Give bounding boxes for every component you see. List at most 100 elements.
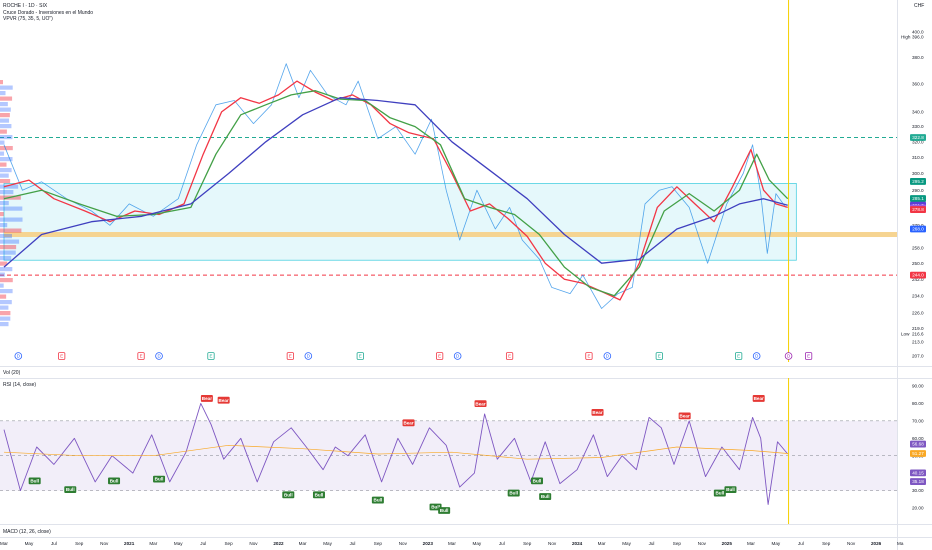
bear-signal [200,395,213,402]
vpvr-bar [0,256,12,261]
bull-signal [724,486,737,493]
rsi-tag [910,478,926,485]
rsi-tick-label: 20.00 [912,506,924,511]
bear-signal-label: Bear [680,413,690,418]
bear-signal [217,396,230,404]
time-tick-label: May [622,541,631,546]
time-tick-label: Sep [374,541,383,546]
vpvr-bar [0,179,11,184]
time-tick-label: Sep [523,541,532,546]
bear-signal [402,419,415,427]
symbol-title[interactable]: ROCHE I · 1D · SIX [3,3,48,9]
bull-signal-label: Bull [30,478,39,483]
vpvr-bar [0,201,9,206]
rsi-tick-label: 90.00 [912,384,924,389]
rsi-tag-label: 56.68 [912,442,924,447]
rsi-tick-label: 80.00 [912,401,924,406]
time-tick-label: Mar [0,541,8,546]
vpvr-bar [0,102,8,107]
event-marker-label: E [508,354,511,359]
bear-signal [678,412,691,420]
earnings-marker [655,352,663,360]
bull-signal [438,507,451,514]
high-value: 396.0 [912,35,924,40]
macd-legend[interactable]: MACD (12, 26, close) [3,529,51,535]
support-band [4,232,897,238]
earnings-marker [58,352,66,360]
volume-legend[interactable]: Vol (20) [3,370,21,376]
price-tick-label: 310.0 [912,155,924,160]
time-tick-label: Ma [897,541,904,546]
time-tick-label: Mar [149,541,157,546]
vpvr-bar [0,151,5,156]
chart-legend: ROCHE I · 1D · SIX Cruce Dorado - Invers… [3,3,93,23]
time-tick-label: Sep [673,541,682,546]
dividend-marker [304,352,313,360]
dividend-marker [453,352,462,360]
earnings-marker [137,352,145,360]
time-tick-label: Nov [100,541,109,546]
time-tick-label: May [772,541,781,546]
study-label-golden-cross[interactable]: Cruce Dorado - Inversiones en el Mundo [3,9,94,16]
bull-signal [530,477,543,485]
dividend-marker [752,352,761,360]
event-marker-label: E [140,354,143,359]
time-tick-label: May [25,541,34,546]
bull-signal-label: Bull [284,492,293,497]
bull-signal [64,486,77,493]
price-tag-label: 322.8 [912,135,924,140]
earnings-marker [286,352,294,360]
price-tick-label: 290.0 [912,188,924,193]
vpvr-bar [0,85,13,90]
earnings-marker [805,352,813,360]
vpvr-bar [0,157,13,162]
vpvr-bar [0,234,12,239]
rsi-tag-label: 35.18 [912,479,924,484]
vpvr-bar [0,239,20,244]
event-marker-label: E [438,354,441,359]
vpvr-bar [0,173,9,178]
bear-signal-label: Bear [202,396,212,401]
price-tick-label: 360.0 [912,81,924,86]
vpvr-bar [0,184,19,189]
bear-signal-label: Bear [403,420,413,425]
bull-signal-label: Bull [66,487,75,492]
vpvr-bar [0,289,13,294]
rsi-tick-label: 70.00 [912,418,924,423]
vpvr-bar [0,261,8,266]
study-label-vpvr[interactable]: VPVR (75, 35, 5, UO") [3,16,53,22]
price-tick-label: 340.0 [912,110,924,115]
bull-signal-label: Bull [726,487,735,492]
vpvr-bar [0,135,13,140]
bull-signal-label: Bull [315,492,324,497]
time-tick-label: Jul [200,541,206,546]
time-tick-label: Jul [649,541,655,546]
price-tick-label: 330.0 [912,124,924,129]
event-marker-label: E [210,354,213,359]
vpvr-bar [0,190,14,195]
bull-signal-label: Bull [715,491,724,496]
dividend-marker [155,352,163,360]
vpvr-bar [0,124,12,129]
vpvr-bar [0,305,9,310]
time-tick-label: Mar [598,541,606,546]
vpvr-bar [0,206,23,211]
rsi-tag [910,469,926,477]
event-marker-label: D [157,354,160,359]
price-tick-label: 300.0 [912,171,924,176]
bull-signal [312,491,325,499]
time-tick-label: Nov [399,541,408,546]
time-tick-label: Mar [448,541,456,546]
price-tick-label: 400.0 [912,30,924,35]
vpvr-bar [0,129,7,134]
time-tick-label: Mar [747,541,755,546]
vpvr-bar [0,278,13,283]
vpvr-bar [0,245,17,250]
rsi-legend[interactable]: RSI (14, close) [3,382,37,388]
earnings-marker [436,352,444,360]
bear-signal-label: Bear [219,398,229,403]
price-tick-label: 270.0 [912,223,924,228]
event-marker-label: D [787,354,790,359]
event-marker-label: D [606,354,609,359]
